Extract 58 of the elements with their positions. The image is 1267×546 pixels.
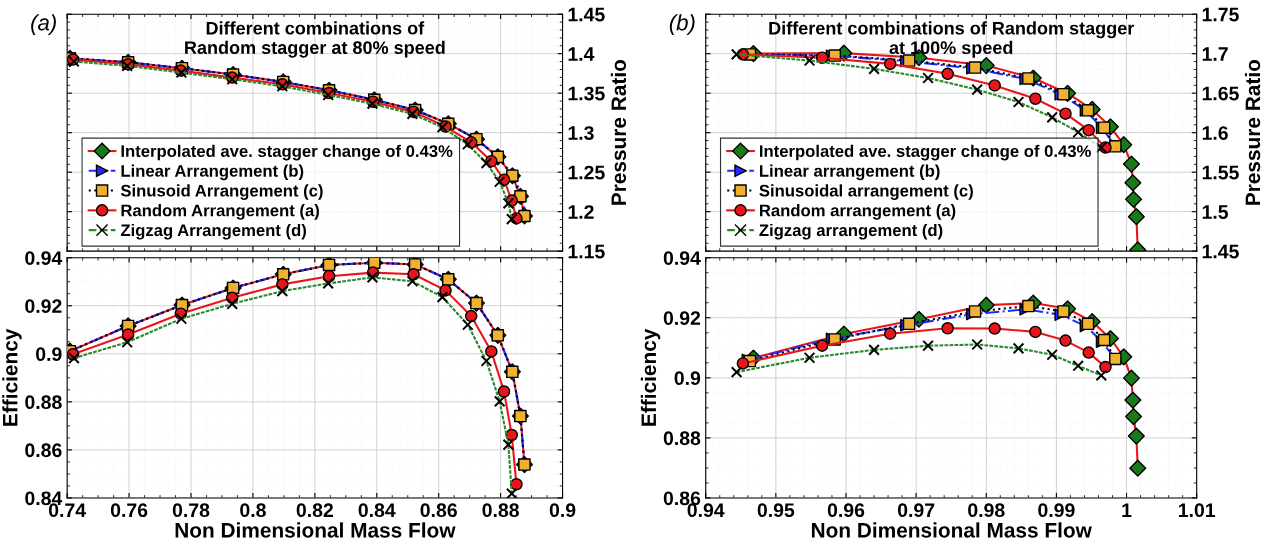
y2-tick-label: 1.65 bbox=[1202, 86, 1239, 101]
legend-label: Linear arrangement (b) bbox=[759, 164, 940, 181]
y-tick-label: 0.9 bbox=[36, 347, 62, 362]
legend-label: Random arrangement (a) bbox=[759, 204, 956, 220]
y-tick-label: 0.88 bbox=[25, 395, 62, 410]
y2-tick-label: 1.6 bbox=[1202, 126, 1228, 140]
x-tick-label: 1.01 bbox=[1178, 503, 1216, 518]
y2-tick-label: 1.45 bbox=[1202, 244, 1239, 259]
y2-tick-label: 1.5 bbox=[1202, 205, 1229, 219]
y2-tick-label: 1.3 bbox=[568, 126, 594, 140]
text: (b) bbox=[669, 14, 695, 35]
y-tick-label: 0.92 bbox=[25, 299, 62, 313]
y2-tick-label: 1.2 bbox=[568, 205, 594, 219]
x-tick-label: 0.96 bbox=[827, 503, 865, 518]
y-tick-label: 0.94 bbox=[663, 251, 701, 265]
y-axis-title: Efficiency bbox=[2, 328, 22, 426]
x-tick-label: 0.8 bbox=[240, 503, 266, 518]
x-axis-title: Non Dimensional Mass Flow bbox=[811, 522, 1092, 538]
text: Different combinations of Random stagger at 100% speed bbox=[769, 21, 1135, 58]
x-tick-label: 1 bbox=[1122, 503, 1132, 517]
x-tick-label: 0.95 bbox=[757, 503, 795, 518]
y-tick-label: 0.94 bbox=[25, 251, 63, 265]
y2-tick-label: 1.4 bbox=[568, 47, 595, 61]
x-tick-label: 0.86 bbox=[420, 503, 457, 518]
y-tick-label: 0.88 bbox=[663, 431, 701, 446]
x-tick-label: 0.78 bbox=[172, 503, 210, 518]
legend-label: Random Arrangement (a) bbox=[121, 204, 319, 220]
y2-tick-label: 1.75 bbox=[1202, 7, 1239, 22]
x-tick-label: 0.9 bbox=[549, 503, 576, 518]
text: (a) bbox=[31, 14, 56, 35]
legend-label: Sinusoidal arrangement (c) bbox=[759, 184, 973, 200]
legend-label: Linear Arrangement (b) bbox=[121, 164, 304, 181]
x-tick-label: 0.98 bbox=[968, 503, 1005, 518]
y-tick-label: 0.92 bbox=[663, 311, 701, 326]
x-tick-label: 0.99 bbox=[1038, 503, 1075, 518]
x-tick-label: 0.97 bbox=[897, 503, 935, 518]
y2-tick-label: 1.55 bbox=[1202, 165, 1239, 180]
x-tick-label: 0.84 bbox=[358, 503, 396, 518]
x-tick-label: 0.88 bbox=[482, 503, 519, 518]
x-tick-label: 0.76 bbox=[110, 503, 148, 518]
x-axis-title: Non Dimensional Mass Flow bbox=[175, 522, 456, 538]
y2-tick-label: 1.25 bbox=[568, 165, 605, 180]
legend-label: Sinusoid Arrangement (c) bbox=[120, 184, 323, 200]
legend-label: Interpolated ave. stagger change of 0.43% bbox=[759, 144, 1091, 161]
legend-label: Interpolated ave. stagger change of 0.43% bbox=[121, 144, 453, 161]
y2-tick-label: 1.7 bbox=[1202, 47, 1228, 61]
y2-axis-title: Pressure Ratio bbox=[1244, 59, 1261, 205]
x-tick-label: 0.82 bbox=[296, 503, 333, 518]
legend-label: Zigzag Arrangement (d) bbox=[120, 223, 306, 240]
text: Different combinations of Random stagger at 80% speed bbox=[185, 21, 445, 58]
y-tick-label: 0.86 bbox=[25, 443, 62, 458]
legend-label: Zigzag arrangement (d) bbox=[759, 223, 943, 240]
y2-axis-title: Pressure Ratio bbox=[610, 59, 627, 205]
y2-tick-label: 1.15 bbox=[568, 244, 605, 259]
y-tick-label: 0.9 bbox=[674, 371, 701, 386]
y2-tick-label: 1.45 bbox=[568, 7, 605, 22]
y-axis-title: Efficiency bbox=[640, 328, 661, 426]
y2-tick-label: 1.35 bbox=[568, 86, 605, 101]
